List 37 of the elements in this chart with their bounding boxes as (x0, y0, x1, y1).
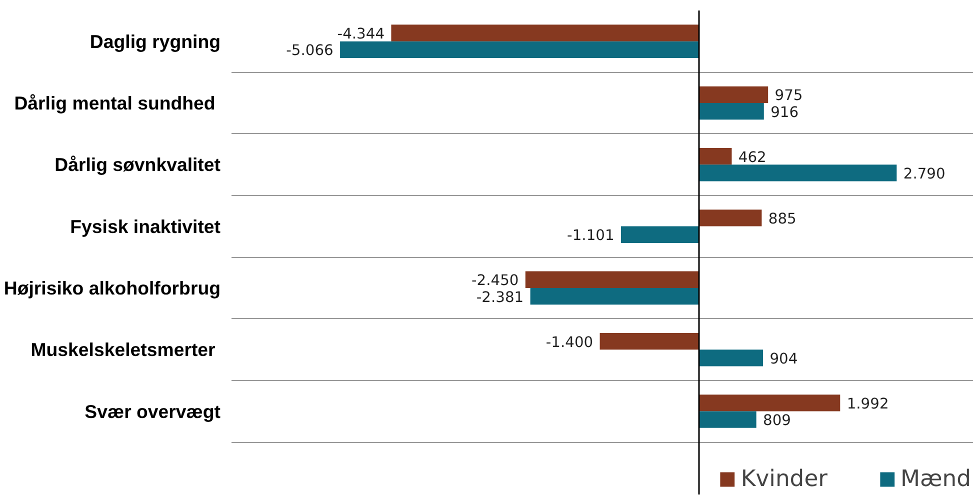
data-label: 975 (774, 87, 803, 104)
y-tick-label: Dårlig mental sundhed (14, 92, 216, 114)
bar (600, 332, 699, 350)
data-label: -1.400 (546, 334, 594, 351)
data-label: -2.450 (471, 272, 519, 290)
data-label: 904 (770, 350, 798, 368)
data-label: 885 (768, 210, 796, 228)
data-label: -2.381 (476, 288, 524, 306)
bar (699, 394, 840, 412)
y-tick-label: Dårlig søvnkvalitet (54, 154, 221, 176)
bar (699, 148, 732, 165)
data-label: -1.101 (567, 227, 614, 244)
data-label: 1.992 (846, 395, 889, 412)
y-tick-label: Svær overvægt (84, 400, 221, 422)
bar (620, 226, 699, 243)
bar (699, 102, 764, 120)
legend-label: Kvinder (740, 466, 828, 492)
bar (699, 86, 768, 103)
bar (530, 288, 699, 305)
bar (391, 24, 699, 42)
legend-label: Mænd (900, 466, 971, 492)
bar (699, 350, 764, 366)
y-tick-label: Daglig rygning (90, 30, 220, 52)
data-label: 916 (770, 104, 799, 121)
y-tick-label: Fysisk inaktivitet (70, 216, 221, 237)
data-label: 2.790 (903, 165, 946, 182)
bar (525, 271, 699, 288)
data-label: 462 (738, 148, 766, 166)
bar (340, 41, 699, 58)
data-label: -4.344 (337, 26, 385, 43)
data-label: 809 (763, 412, 791, 430)
bar (699, 210, 762, 226)
bar (699, 411, 756, 428)
y-tick-label: Højrisiko alkoholforbrug (4, 277, 221, 298)
y-tick-label: Muskelskeletsmerter (30, 339, 216, 360)
bar (699, 164, 897, 182)
data-label: -5.066 (286, 42, 334, 60)
